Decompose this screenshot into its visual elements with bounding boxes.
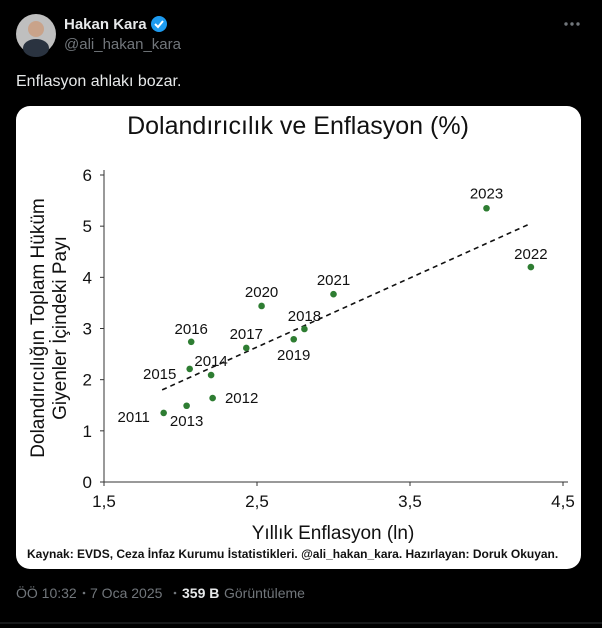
y-tick-label: 2 <box>83 371 92 390</box>
avatar[interactable] <box>16 14 56 57</box>
point-label: 2014 <box>194 353 227 370</box>
x-tick-label: 1,5 <box>92 492 116 511</box>
tweet-date[interactable]: 7 Oca 2025 <box>90 585 163 601</box>
point <box>160 409 167 417</box>
y-axis-title: Dolandırıcılığın Toplam Hüküm <box>28 198 49 457</box>
author-name[interactable]: Hakan Kara <box>64 16 147 33</box>
badge-circle <box>151 16 167 32</box>
point <box>242 344 250 352</box>
point-label: 2012 <box>225 390 258 407</box>
badge-check <box>154 20 164 29</box>
point <box>483 204 490 212</box>
point-label: 2018 <box>288 308 321 325</box>
point <box>209 394 216 402</box>
tweet-text: Enflasyon ahlakı bozar. <box>16 73 181 90</box>
point-label: 2015 <box>143 366 176 383</box>
point-label: 2022 <box>514 246 547 263</box>
point-label: 2011 <box>118 409 150 426</box>
x-tick-label: 4,5 <box>551 492 575 511</box>
avatar-body <box>23 39 49 57</box>
point-label: 2021 <box>317 272 350 289</box>
view-label: Görüntüleme <box>224 585 305 601</box>
point-label: 2019 <box>277 347 310 364</box>
y-axis-title: Giyenler İçindeki Payı <box>50 236 71 420</box>
y-tick-label: 5 <box>83 217 92 236</box>
point <box>258 302 265 310</box>
chart-image[interactable] <box>16 106 581 569</box>
y-tick-label: 6 <box>83 166 92 185</box>
y-tick-label: 4 <box>83 268 92 287</box>
chart-title: Dolandırıcılık ve Enflasyon (%) <box>127 112 469 140</box>
point <box>186 365 193 373</box>
point <box>330 290 337 298</box>
separator <box>82 591 86 595</box>
chart-source: Kaynak: EVDS, Ceza İnfaz Kurumu İstatist… <box>27 546 558 561</box>
dot <box>576 22 580 26</box>
view-count: 359 B <box>182 585 219 601</box>
separator <box>173 591 177 595</box>
x-axis-title: Yıllık Enflasyon (ln) <box>252 523 415 544</box>
dot <box>564 22 568 26</box>
x-tick-label: 2,5 <box>245 492 269 511</box>
y-tick-label: 1 <box>83 422 92 441</box>
point-label: 2020 <box>245 284 278 301</box>
point-label: 2023 <box>470 185 503 202</box>
point <box>527 263 535 271</box>
point-label: 2016 <box>175 321 208 338</box>
y-tick-label: 0 <box>83 473 92 492</box>
point <box>207 371 215 379</box>
x-tick-label: 3,5 <box>398 492 422 511</box>
author-handle[interactable]: @ali_hakan_kara <box>64 36 182 53</box>
point <box>290 335 298 343</box>
y-tick-label: 3 <box>83 320 92 339</box>
tweet-time: ÖÖ 10:32 <box>16 584 77 601</box>
avatar-face <box>28 21 44 37</box>
point <box>183 402 190 410</box>
point <box>301 325 308 333</box>
point <box>187 338 195 346</box>
verified-badge <box>151 16 167 32</box>
point-label: 2013 <box>170 413 203 430</box>
trendline <box>161 223 530 391</box>
dot <box>570 22 574 26</box>
point-label: 2017 <box>230 326 263 343</box>
more-button[interactable] <box>564 22 580 26</box>
